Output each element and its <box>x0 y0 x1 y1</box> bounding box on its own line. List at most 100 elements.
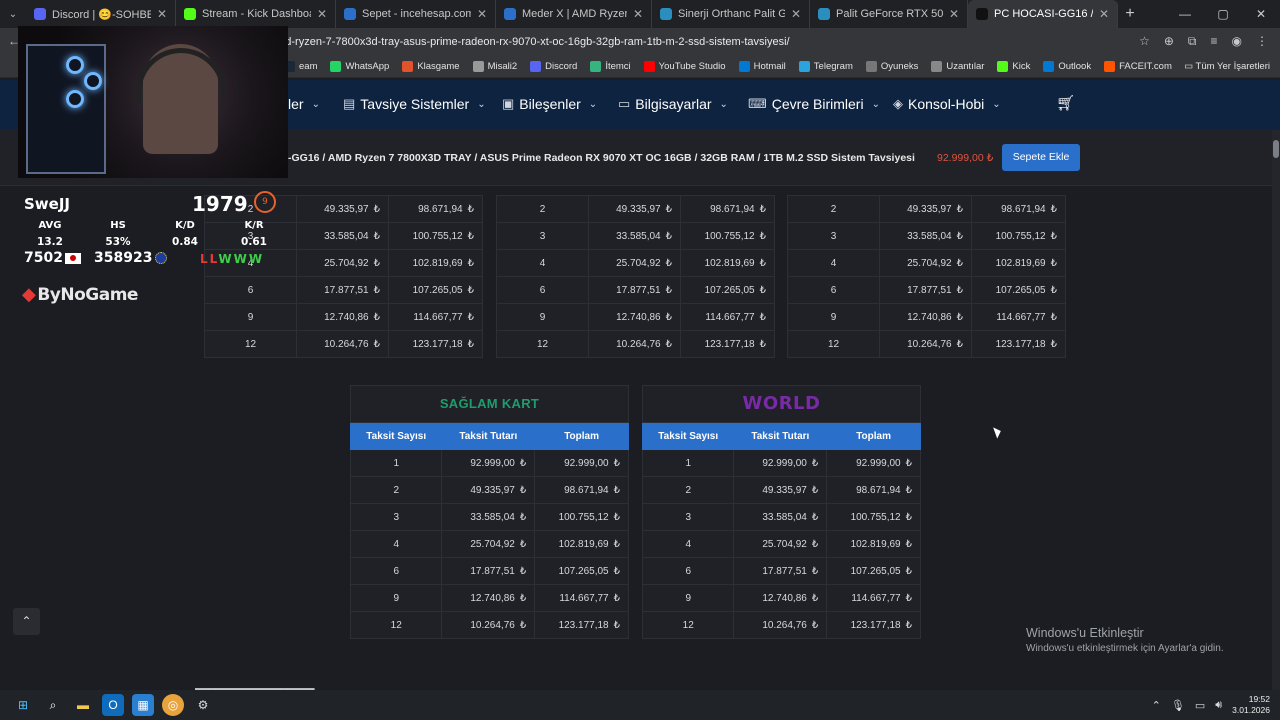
url-field[interactable]: amd-ryzen-7-7800x3d-tray-asus-prime-rade… <box>270 36 790 48</box>
installment-amount: 12.740,86 ₺ <box>879 303 972 331</box>
fan-icon <box>84 72 102 90</box>
scrollbar-thumb[interactable] <box>1273 140 1279 158</box>
nav-item-computers[interactable]: ▭ Bilgisayarlar ⌄ <box>618 96 728 112</box>
microphone-icon[interactable]: 🎙︎ <box>1170 699 1185 712</box>
bookmark-item[interactable]: WhatsApp <box>330 61 389 72</box>
nav-item-peripherals[interactable]: ⌨ Çevre Birimleri ⌄ <box>748 96 880 112</box>
minimize-icon[interactable]: — <box>1179 7 1191 21</box>
profile-icon[interactable]: ◉ <box>1231 34 1242 48</box>
scroll-to-top-button[interactable]: ⌃ <box>13 608 40 635</box>
installment-count: 4 <box>349 530 443 558</box>
nav-item-recommended-systems[interactable]: ▤ Tavsiye Sistemler ⌄ <box>343 96 486 112</box>
photos-icon[interactable]: ▦ <box>132 694 154 716</box>
bookmark-item[interactable]: Klasgame <box>402 61 460 72</box>
new-tab-button[interactable]: + <box>1125 5 1135 22</box>
browser-tab[interactable]: Palit GeForce RTX 5070 INFINIT ✕ <box>810 0 968 28</box>
bookmark-favicon-icon <box>284 61 295 72</box>
table-row: 9 12.740,86 ₺ 114.667,77 ₺ <box>641 584 921 612</box>
installment-amount: 17.877,51 ₺ <box>879 276 972 304</box>
chevron-down-icon: ⌄ <box>871 98 880 110</box>
nav-item-components[interactable]: ▣ Bileşenler ⌄ <box>502 96 598 112</box>
file-explorer-icon[interactable]: ▬ <box>77 698 89 712</box>
table-row: 6 17.877,51 ₺ 107.265,05 ₺ <box>641 557 921 585</box>
bookmark-star-icon[interactable]: ☆ <box>1139 34 1150 48</box>
bookmark-item[interactable]: FACEIT.com <box>1104 61 1172 72</box>
column-header: Taksit Tutarı <box>441 422 536 450</box>
clock[interactable]: 19:52 3.01.2026 <box>1232 694 1270 715</box>
puzzle-icon[interactable]: ⧉ <box>1187 34 1197 48</box>
all-bookmarks-link[interactable]: ▭ Tüm Yer İşaretleri <box>1184 61 1270 72</box>
bookmark-item[interactable]: Telegram <box>798 61 853 72</box>
eu-flag-icon <box>155 252 168 264</box>
installment-count: 6 <box>641 557 735 585</box>
installment-amount: 33.585,04 ₺ <box>879 222 972 250</box>
browser-tab[interactable]: Meder X | AMD Ryzen 7 7800X ✕ <box>496 0 652 28</box>
table-row: 9 12.740,86 ₺ 114.667,77 ₺ <box>204 303 483 331</box>
search-icon[interactable]: ⌕ <box>49 697 57 712</box>
bookmark-item[interactable]: Discord <box>530 61 577 72</box>
bookmark-item[interactable]: Outlook <box>1043 61 1091 72</box>
browser-tab[interactable]: Sepet - incehesap.com ✕ <box>336 0 496 28</box>
back-icon[interactable]: ← <box>8 34 20 48</box>
installment-amount: 17.877,51 ₺ <box>441 557 536 585</box>
app-icon[interactable]: ⚙ <box>197 698 209 712</box>
maximize-icon[interactable]: ▢ <box>1217 7 1229 21</box>
close-tab-icon[interactable]: ✕ <box>632 7 643 21</box>
installment-total: 98.671,94 ₺ <box>971 195 1066 223</box>
close-tab-icon[interactable]: ✕ <box>476 7 487 21</box>
browser-tab[interactable]: Sinerji Orthanc Palit GeForce R ✕ <box>652 0 810 28</box>
chrome-icon[interactable]: ◎ <box>162 694 184 716</box>
close-window-icon[interactable]: ✕ <box>1255 7 1267 21</box>
add-to-cart-button[interactable]: Sepete Ekle <box>1002 144 1080 171</box>
installment-total: 123.177,18 ₺ <box>826 611 921 639</box>
installment-amount: 25.704,92 ₺ <box>879 249 972 277</box>
bookmark-item[interactable]: Oyuneks <box>865 61 918 72</box>
close-tab-icon[interactable]: ✕ <box>1098 7 1109 21</box>
tray-chevron-icon[interactable]: ⌃ <box>1151 699 1161 712</box>
page-scrollbar[interactable] <box>1272 130 1280 690</box>
world-installment-table: WORLD Taksit Sayısı Taksit Tutarı Toplam 1 92… <box>641 385 921 639</box>
menu-list-icon[interactable]: ≡ <box>1210 34 1218 48</box>
nav-item-console-hobby[interactable]: ◈ Konsol-Hobi ⌄ <box>893 96 1001 112</box>
bookmark-item[interactable]: YouTube Studio <box>643 61 726 72</box>
card-name-row: SAĞLAM KART <box>350 385 629 423</box>
installment-count: 4 <box>641 530 735 558</box>
outlook-icon[interactable]: O <box>102 694 124 716</box>
stat-label: K/D <box>175 220 195 231</box>
nav-item-0[interactable]: ler ⌄ <box>288 96 320 112</box>
close-tab-icon[interactable]: ✕ <box>156 7 167 21</box>
column-header: Taksit Sayısı <box>641 422 735 450</box>
bookmark-item[interactable]: Misali2 <box>472 61 517 72</box>
card-name: SAĞLAM KART <box>350 385 629 423</box>
page-icon <box>818 8 830 20</box>
bookmark-item[interactable]: eam <box>284 61 317 72</box>
folder-icon: ▭ <box>1184 61 1194 72</box>
bookmark-item[interactable]: İtemci <box>590 61 631 72</box>
table-row: 4 25.704,92 ₺ 102.819,69 ₺ <box>787 249 1066 277</box>
close-tab-icon[interactable]: ✕ <box>790 7 801 21</box>
browser-tab[interactable]: Stream - Kick Dashboard ✕ <box>176 0 336 28</box>
extension-icon[interactable]: ⊕ <box>1163 34 1174 48</box>
close-tab-icon[interactable]: ✕ <box>948 7 959 21</box>
windows-start-icon[interactable]: ⊞ <box>17 698 29 712</box>
bookmarks-bar: eam WhatsApp Klasgame Misali2 Discord İtemci Y… <box>0 56 1280 78</box>
browser-tab[interactable]: Discord | 😊-SOHBET-😊 | ✕ <box>26 0 176 28</box>
installment-total: 100.755,12 ₺ <box>534 503 629 531</box>
volume-icon[interactable]: 🔊︎ <box>1215 698 1223 711</box>
shopping-cart-icon[interactable]: 🛒︎ <box>1056 95 1076 112</box>
more-menu-icon[interactable]: ⋮ <box>1256 34 1268 48</box>
installment-amount: 12.740,86 ₺ <box>733 584 828 612</box>
browser-tab[interactable]: PC HOCASI-GG16 / AMD Ryzen ✕ <box>968 0 1118 28</box>
bookmark-item[interactable]: Hotmail <box>738 61 786 72</box>
close-tab-icon[interactable]: ✕ <box>316 7 327 21</box>
monitor-icon[interactable]: ▭ <box>1194 699 1206 712</box>
bookmark-item[interactable]: Uzantılar <box>931 61 984 72</box>
tab-label: Meder X | AMD Ryzen 7 7800X <box>522 8 627 20</box>
tab-search-icon[interactable]: ⌄ <box>8 8 18 20</box>
installment-count: 1 <box>641 449 735 477</box>
installment-amount: 49.335,97 ₺ <box>733 476 828 504</box>
bookmark-item[interactable]: Kick <box>997 61 1030 72</box>
chevron-down-icon: ⌄ <box>588 98 598 110</box>
installment-amount: 17.877,51 ₺ <box>296 276 389 304</box>
faceit-level-badge: 9 <box>254 191 276 213</box>
